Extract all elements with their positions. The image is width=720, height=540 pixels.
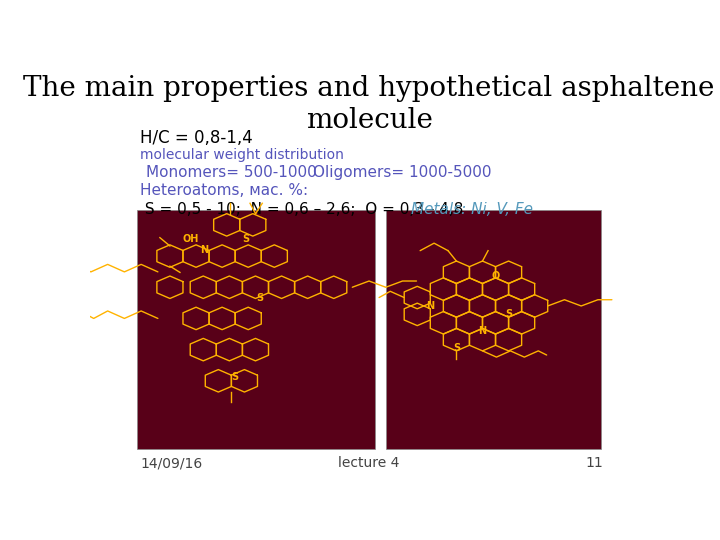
- Bar: [386, 211, 600, 449]
- Text: S: S: [256, 293, 264, 302]
- Text: Monomers= 500-1000: Monomers= 500-1000: [145, 165, 317, 180]
- Text: S: S: [232, 372, 238, 382]
- Text: Heteroatoms, мас. %:: Heteroatoms, мас. %:: [140, 183, 308, 198]
- Text: The main properties and hypothetical asphaltene
molecule: The main properties and hypothetical asp…: [23, 75, 715, 134]
- Text: S: S: [243, 234, 250, 245]
- Text: Oligomers= 1000-5000: Oligomers= 1000-5000: [313, 165, 492, 180]
- Text: S: S: [505, 309, 512, 319]
- Text: 11: 11: [585, 456, 603, 470]
- Text: OH: OH: [182, 234, 199, 245]
- Text: O: O: [492, 271, 500, 281]
- Text: S = 0,5 - 10;  N = 0,6 – 2,6;  O = 0,3 - 4,8: S = 0,5 - 10; N = 0,6 – 2,6; O = 0,3 - 4…: [140, 202, 464, 217]
- Bar: [138, 211, 374, 449]
- Text: N: N: [478, 326, 487, 336]
- Text: Metals: Ni, V, Fe: Metals: Ni, V, Fe: [411, 202, 533, 217]
- Text: 14/09/16: 14/09/16: [140, 456, 202, 470]
- Text: molecular weight distribution: molecular weight distribution: [140, 148, 344, 162]
- Text: lecture 4: lecture 4: [338, 456, 400, 470]
- Text: H/C = 0,8-1,4: H/C = 0,8-1,4: [140, 129, 253, 147]
- Text: N: N: [200, 245, 209, 255]
- Text: N: N: [426, 301, 434, 311]
- Text: S: S: [453, 343, 460, 353]
